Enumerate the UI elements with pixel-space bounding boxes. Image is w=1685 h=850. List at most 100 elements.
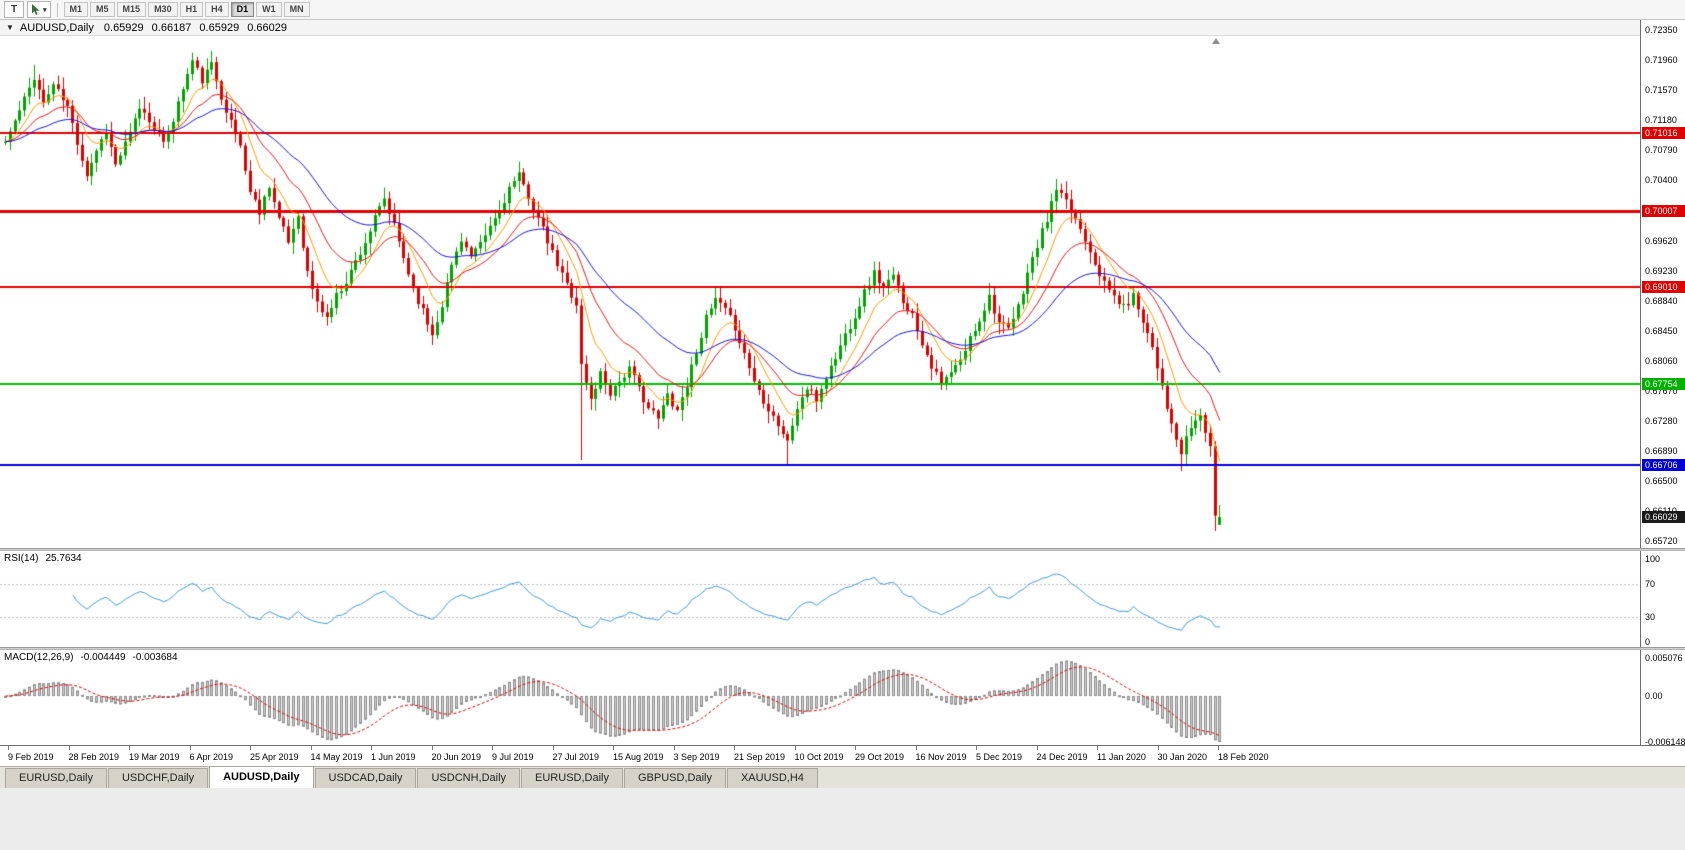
timeframe-button-m5[interactable]: M5 — [90, 2, 115, 17]
macd-tick-label: 0.005076 — [1645, 653, 1683, 663]
price-tick-label: 0.68840 — [1645, 295, 1678, 306]
timeframe-button-h4[interactable]: H4 — [205, 2, 229, 17]
price-tick-label: 0.71570 — [1645, 85, 1678, 96]
chart-shift-marker[interactable] — [1212, 38, 1220, 44]
date-label: 3 Sep 2019 — [673, 752, 720, 762]
chart-tab-usdcad-daily[interactable]: USDCAD,Daily — [314, 768, 417, 788]
price-tick-label: 0.72350 — [1645, 25, 1678, 36]
date-label: 6 Apr 2019 — [189, 752, 234, 762]
price-tick-label: 0.66890 — [1645, 445, 1678, 456]
timeframe-button-w1[interactable]: W1 — [256, 2, 282, 17]
timeframe-button-d1[interactable]: D1 — [230, 2, 255, 17]
price-tick-label: 0.69620 — [1645, 235, 1678, 246]
time-tick — [734, 746, 735, 750]
chart-tab-eurusd-daily[interactable]: EURUSD,Daily — [521, 768, 623, 788]
price-badge: 0.66706 — [1642, 458, 1685, 471]
time-tick — [613, 746, 614, 750]
date-label: 24 Dec 2019 — [1036, 752, 1088, 762]
chart-tab-gbpusd-daily[interactable]: GBPUSD,Daily — [624, 768, 726, 788]
date-label: 1 Jun 2019 — [371, 752, 416, 762]
pane-splitter-rsi[interactable] — [0, 548, 1685, 551]
rsi-value: 25.7634 — [45, 553, 82, 564]
ohlc-open-value: 0.65929 — [103, 21, 144, 34]
time-tick — [431, 746, 433, 750]
rsi-indicator-label: RSI(14) 25.7634 — [4, 553, 82, 564]
price-chart-canvas[interactable] — [0, 36, 1640, 548]
time-tick — [1036, 746, 1038, 750]
rsi-tick-label: 0 — [1645, 637, 1651, 647]
time-tick — [915, 746, 917, 750]
window-background — [0, 788, 1685, 850]
time-tick — [250, 746, 251, 750]
price-tick-label: 0.67670 — [1645, 385, 1678, 396]
price-tick-label: 0.68060 — [1645, 355, 1678, 366]
time-tick — [794, 746, 796, 750]
date-label: 19 Mar 2019 — [129, 752, 180, 762]
macd-tick-label: 0.00 — [1645, 691, 1663, 701]
price-axis[interactable]: 0.72350 0.71960 0.71570 0.71180 0.70790 0.704… — [1640, 20, 1685, 747]
date-label: 14 May 2019 — [310, 752, 363, 762]
price-badge: 0.69010 — [1642, 281, 1685, 294]
time-tick — [492, 746, 493, 750]
price-tick-label: 0.70790 — [1645, 145, 1678, 156]
macd-signal-value: -0.003684 — [132, 652, 178, 663]
rsi-name: RSI(14) — [4, 553, 39, 564]
timeframe-button-m30[interactable]: M30 — [148, 2, 178, 17]
timeframe-button-m1[interactable]: M1 — [63, 2, 89, 17]
price-tick-label: 0.66500 — [1645, 475, 1678, 486]
time-tick — [371, 746, 372, 750]
rsi-indicator-canvas[interactable] — [0, 551, 1640, 647]
date-label: 15 Aug 2019 — [613, 752, 664, 762]
time-tick — [1097, 746, 1098, 750]
chart-tab-xauusd-h4[interactable]: XAUUSD,H4 — [726, 768, 818, 788]
chart-tab-bar: EURUSD,Daily USDCHF,Daily AUDUSD,Daily USDC… — [0, 766, 1685, 788]
timeframe-button-h1[interactable]: H1 — [179, 2, 204, 17]
date-label: 25 Apr 2019 — [250, 752, 299, 762]
toolbar-separator — [56, 2, 58, 17]
chart-symbol-label: AUDUSD,Daily — [19, 21, 94, 34]
date-label: 11 Jan 2020 — [1097, 752, 1146, 762]
price-tick-label: 0.66110 — [1645, 506, 1677, 516]
price-badge: 0.71016 — [1642, 126, 1685, 139]
chart-tab-eurusd-daily[interactable]: EURUSD,Daily — [5, 768, 107, 788]
chart-window: ▼ AUDUSD,Daily 0.65929 0.66187 0.65929 0… — [0, 20, 1685, 766]
chart-tab-audusd-daily[interactable]: AUDUSD,Daily — [209, 766, 314, 788]
date-label: 20 Jun 2019 — [431, 752, 482, 762]
date-label: 30 Jan 2020 — [1157, 752, 1208, 762]
text-tool-button[interactable]: T — [4, 1, 24, 18]
time-tick — [855, 746, 856, 750]
macd-indicator-canvas[interactable] — [0, 650, 1640, 745]
timeframe-button-mn[interactable]: MN — [283, 2, 310, 17]
top-toolbar: T ▾ M1 M5 M15 M30 H1 H4 D1 W1 MN — [0, 0, 1685, 20]
cursor-tool-button[interactable]: ▾ — [27, 1, 51, 18]
date-label: 29 Oct 2019 — [855, 752, 905, 762]
time-tick — [129, 746, 130, 750]
date-label: 28 Feb 2019 — [68, 752, 120, 762]
macd-name: MACD(12,26,9) — [4, 652, 74, 663]
time-tick — [68, 746, 70, 750]
date-label: 10 Oct 2019 — [794, 752, 844, 762]
rsi-tick-label: 70 — [1645, 578, 1656, 589]
time-tick — [976, 746, 977, 750]
chart-tab-usdchf-daily[interactable]: USDCHF,Daily — [107, 768, 209, 788]
date-label: 5 Dec 2019 — [976, 752, 1023, 762]
timeframe-button-m15[interactable]: M15 — [116, 2, 147, 17]
price-tick-label: 0.69230 — [1645, 265, 1678, 276]
time-tick — [1218, 746, 1219, 750]
date-label: 9 Jul 2019 — [492, 752, 534, 762]
time-tick — [673, 746, 675, 750]
pane-splitter-macd[interactable] — [0, 647, 1685, 650]
macd-tick-label: -0.006148 — [1645, 737, 1685, 747]
time-axis[interactable]: 9 Feb 2019 28 Feb 2019 19 Mar 2019 6 Apr 20… — [0, 745, 1685, 766]
price-tick-label: 0.68450 — [1645, 325, 1678, 336]
ohlc-high-value: 0.66187 — [151, 21, 192, 34]
rsi-tick-label: 100 — [1645, 554, 1661, 564]
date-label: 21 Sep 2019 — [734, 752, 786, 762]
time-tick — [8, 746, 9, 750]
chart-menu-icon[interactable]: ▼ — [6, 23, 14, 32]
price-badge: 0.67754 — [1642, 378, 1685, 391]
macd-main-value: -0.004449 — [80, 652, 126, 663]
ohlc-close-value: 0.66029 — [247, 21, 287, 34]
date-label: 27 Jul 2019 — [552, 752, 600, 762]
chart-tab-usdcnh-daily[interactable]: USDCNH,Daily — [417, 768, 521, 788]
